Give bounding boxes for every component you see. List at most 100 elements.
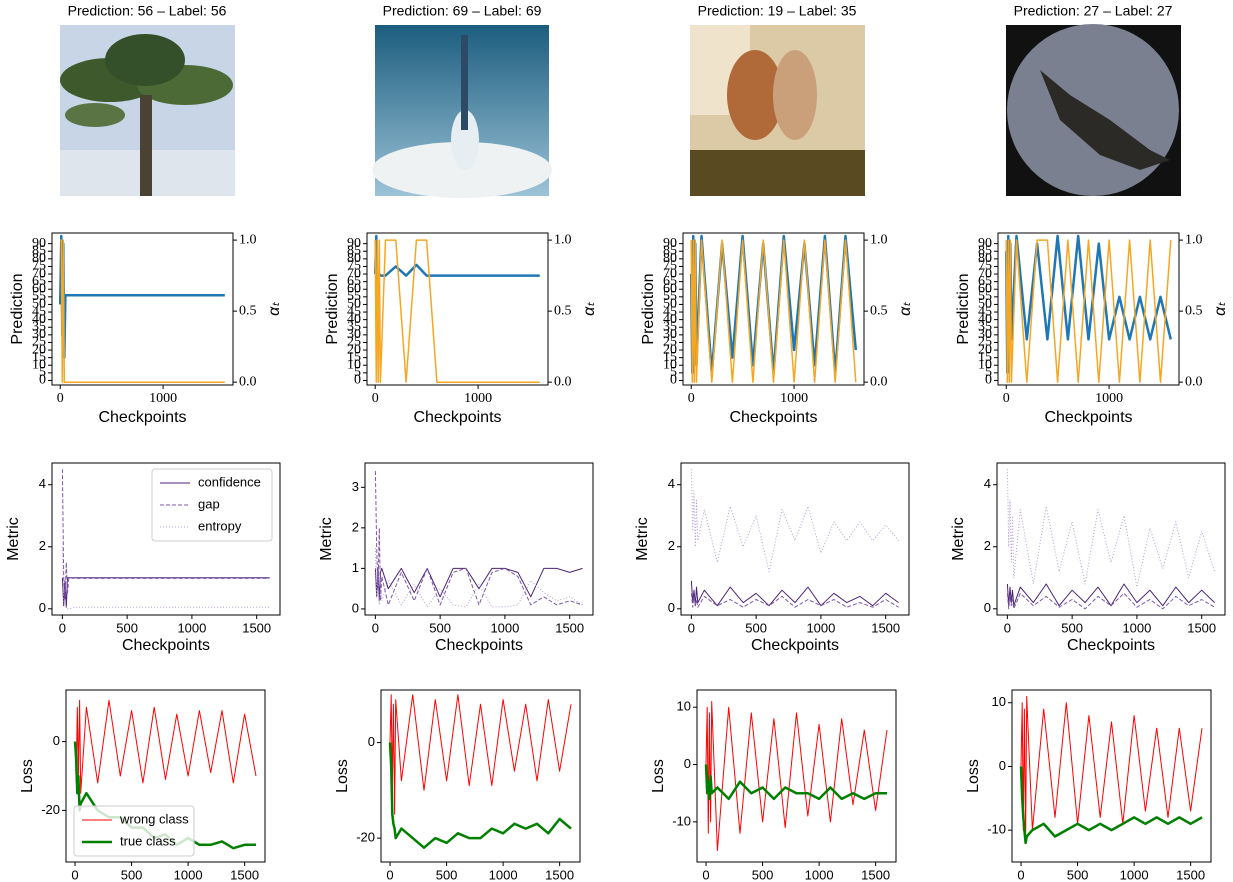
x-tick-label: 1000 [489,867,518,882]
series-line [374,548,583,608]
y-tick-label: 40 [978,312,992,327]
y-tick-label: 20 [663,342,677,357]
y-tick-label: 0 [368,734,375,749]
x-tick-label: 1000 [805,867,834,882]
y-tick-label: -10 [987,822,1006,837]
y-tick-label: 5 [354,365,361,380]
y-tick-label: 80 [663,251,677,266]
x-tick-label: 0 [372,391,379,406]
y-tick-label: 0 [352,600,359,615]
x-tick-label: 500 [121,867,143,882]
y-tick-label: 70 [978,266,992,281]
y-tick-label: 10 [32,357,46,372]
y-tick-label: 0 [354,373,361,388]
y-tick-label: 90 [347,236,361,251]
y2-tick-label: 1.0 [1185,232,1203,247]
y-tick-label: 1 [352,560,359,575]
x-tick-label: 1000 [1122,620,1151,635]
y-tick-label: 80 [32,251,46,266]
legend-box [73,805,195,857]
axes-frame [366,232,549,386]
y-tick-label: 60 [32,281,46,296]
image-crocodile [1006,24,1181,196]
y2-axis-label: αₜ [897,302,914,316]
y-tick-label: 0 [684,756,691,771]
x-tick-label: 500 [1067,867,1089,882]
y-tick-label: 85 [978,243,992,258]
y-tick-label: 55 [347,289,361,304]
x-axis-label: Checkpoints [1044,409,1132,426]
y-tick-label: 65 [347,274,361,289]
x-tick-label: 1000 [780,391,808,406]
legend-box [151,468,273,542]
y-tick-label: 3 [352,479,359,494]
y-tick-label: 25 [32,335,46,350]
y-tick-label: 55 [32,289,46,304]
series-line [1020,695,1203,844]
y-tick-label: 80 [347,251,361,266]
y-tick-label: 0 [668,600,675,615]
y-tick-label: 65 [32,274,46,289]
y-tick-label: 2 [984,538,991,553]
y-tick-label: 35 [978,319,992,334]
x-axis-label: Checkpoints [729,409,817,426]
y-tick-label: 35 [347,319,361,334]
image-title: Prediction: 27 – Label: 27 [1014,3,1173,19]
y2-tick-label: 0.0 [239,374,257,389]
y2-tick-label: 0.5 [554,303,572,318]
legend-label: wrong class [119,811,189,826]
y-tick-label: 50 [32,297,46,312]
y-axis-label: Prediction [955,273,972,344]
series-line [61,469,270,600]
legend-label: confidence [198,474,261,489]
plot-area [374,471,583,608]
x-axis-label: Checkpoints [435,637,523,654]
y-tick-label: 4 [668,476,675,491]
series-line [374,471,583,606]
y-tick-label: -20 [356,830,375,845]
series-line [704,764,887,801]
x-tick-label: 1000 [1095,391,1123,406]
y-tick-label: 50 [663,297,677,312]
x-tick-label: 0 [688,620,695,635]
x-tick-label: 500 [745,620,767,635]
y2-axis-label: αₜ [581,302,598,316]
y-tick-label: 5 [39,365,46,380]
y-tick-label: 45 [663,304,677,319]
axes-frame [680,462,910,616]
y-tick-label: -20 [41,802,60,817]
axes-frame [51,462,281,616]
series-line [389,694,572,815]
y-tick-label: 5 [985,365,992,380]
y-tick-label: 70 [32,266,46,281]
x-axis-label: Checkpoints [413,409,501,426]
y-tick-label: 80 [978,251,992,266]
y-tick-label: 85 [347,243,361,258]
image-title: Prediction: 69 – Label: 69 [383,3,542,19]
y-tick-label: 75 [32,259,46,274]
series-line [60,239,225,383]
y-tick-label: 5 [670,365,677,380]
series-line [1019,766,1203,845]
legend-label: gap [198,496,220,511]
y-tick-label: 0 [53,733,60,748]
series-line [690,239,857,383]
axes-frame [380,689,581,863]
x-tick-label: 1000 [177,620,206,635]
y-tick-label: 60 [663,281,677,296]
y2-tick-label: 0.0 [870,374,888,389]
y-tick-label: -10 [672,813,691,828]
y-tick-label: 20 [978,342,992,357]
y2-tick-label: 0.5 [870,303,888,318]
y2-tick-label: 0.5 [239,303,257,318]
y-axis-label: Prediction [9,273,26,344]
x-tick-label: 0 [1003,391,1010,406]
x-tick-label: 1000 [490,620,519,635]
y-tick-label: 70 [663,266,677,281]
y-tick-label: 25 [347,335,361,350]
y-tick-label: 30 [347,327,361,342]
y-tick-label: 0 [670,373,677,388]
y-tick-label: 90 [663,236,677,251]
x-tick-label: 500 [429,620,451,635]
x-tick-label: 1500 [1176,867,1205,882]
